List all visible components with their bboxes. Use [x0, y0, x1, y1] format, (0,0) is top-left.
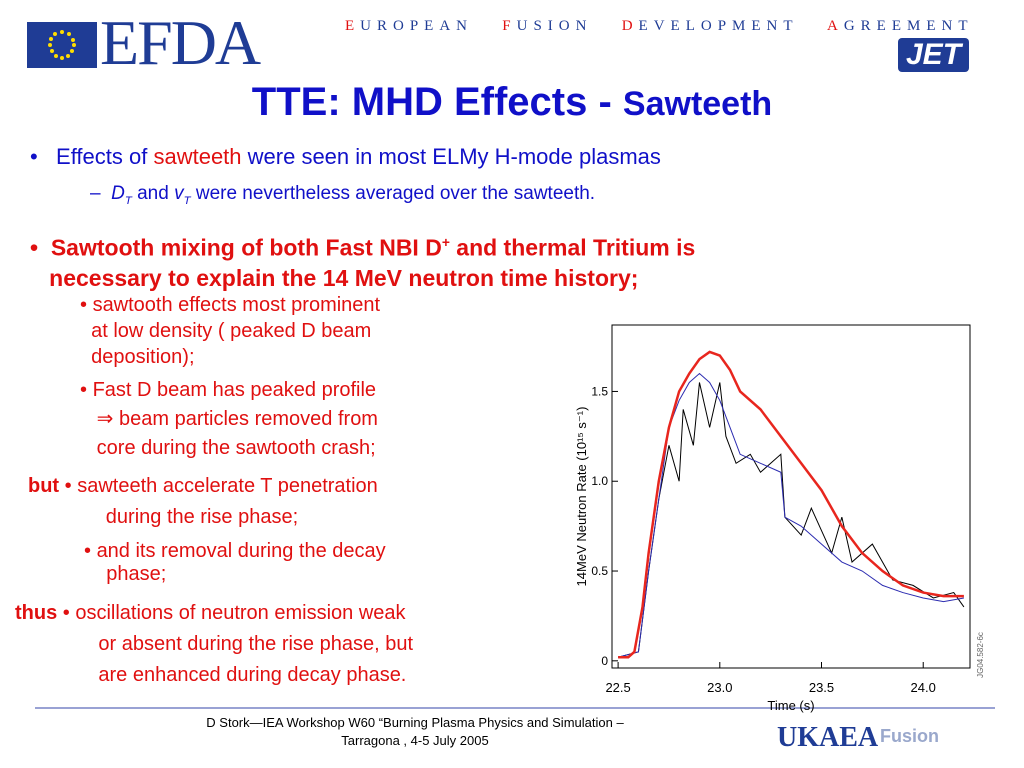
efda-logo: EFDA: [100, 7, 261, 78]
x-axis-label: Time (s): [767, 698, 814, 713]
text: were nevertheless averaged over the sawt…: [190, 183, 596, 204]
tagline-initial: D: [621, 18, 639, 34]
tagline-word: UROPEAN: [360, 18, 474, 34]
text: deposition);: [91, 346, 195, 368]
fusion-logo: Fusion: [880, 726, 939, 746]
tagline-word: EVELOPMENT: [638, 18, 799, 34]
text: T: [183, 194, 191, 207]
text: D: [111, 183, 125, 204]
text: core during the sawtooth crash;: [96, 437, 376, 459]
tagline-initial: E: [345, 18, 361, 34]
sub-bullet: but • sawteeth accelerate T penetration …: [28, 475, 378, 528]
bullet: • Sawtooth mixing of both Fast NBI D+ an…: [30, 234, 696, 291]
side-label: JG04.582-6c: [976, 632, 985, 678]
sub-bullet: – DT and vT were nevertheless averaged o…: [90, 183, 596, 207]
tagline-word: USION: [516, 18, 593, 34]
eu-flag: [27, 22, 97, 68]
text: Sawtooth mixing of both Fast NBI D: [50, 234, 442, 261]
x-tick-label: 24.0: [911, 680, 936, 695]
slide-title: TTE: MHD Effects - Sawteeth: [0, 80, 1024, 125]
text: oscillations of neutron emission weak: [75, 602, 406, 624]
ukaea-logo: UKAEA: [777, 722, 879, 753]
text: D Stork—IEA Workshop W60 “Burning Plasma…: [206, 715, 624, 730]
text: or absent during the rise phase, but: [98, 633, 414, 655]
bullet: • Effects of sawteeth were seen in most …: [30, 144, 661, 169]
text: sawtooth effects most prominent: [92, 294, 381, 316]
x-tick-label: 23.0: [707, 680, 732, 695]
text: during the rise phase;: [105, 506, 299, 528]
series-line: [617, 382, 965, 658]
text: Tarragona , 4-5 July 2005: [341, 733, 489, 748]
text: v: [174, 183, 184, 204]
text: were seen in most ELMy H-mode plasmas: [241, 144, 661, 169]
text: thus: [15, 602, 58, 624]
text: T: [124, 194, 132, 207]
eu-stars: [48, 30, 76, 60]
sub-bullet: thus • oscillations of neutron emission …: [15, 602, 414, 686]
text: +: [441, 235, 450, 250]
sub-bullet: • and its removal during the decay phase…: [84, 540, 386, 585]
series-line: [618, 350, 964, 659]
text: sawteeth accelerate T penetration: [77, 475, 378, 497]
y-tick-label: 1.5: [591, 384, 608, 398]
text: sawteeth: [153, 144, 242, 169]
sub-bullet: • sawtooth effects most prominent at low…: [80, 294, 381, 368]
text: and thermal Tritium is: [449, 234, 696, 261]
text: and its removal during the decay: [96, 540, 386, 562]
series-line: [617, 372, 964, 658]
text: necessary to explain the 14 MeV neutron …: [49, 264, 639, 291]
y-tick-label: 1.0: [591, 474, 608, 488]
title-sub: Sawteeth: [622, 85, 773, 123]
x-tick-label: 22.5: [605, 680, 630, 695]
tagline: EUROPEAN FUSION DEVELOPMENT AGREEMENT: [345, 18, 974, 35]
text: Fast D beam has peaked profile: [92, 379, 377, 401]
y-axis-label: 14MeV Neutron Rate (10¹⁵ s⁻¹): [574, 407, 589, 587]
text: ⇒ beam particles removed from: [96, 408, 378, 430]
plot-frame: [611, 324, 971, 669]
tagline-word: GREEMENT: [843, 18, 974, 34]
jet-logo: JET: [898, 38, 970, 72]
sub-bullet: • Fast D beam has peaked profile ⇒ beam …: [80, 379, 378, 459]
footer: D Stork—IEA Workshop W60 “Burning Plasma…: [130, 714, 700, 750]
title-main: TTE: MHD Effects -: [251, 80, 623, 124]
text: are enhanced during decay phase.: [98, 664, 407, 686]
text: at low density ( peaked D beam: [91, 320, 372, 342]
y-tick-label: 0.5: [591, 564, 608, 578]
y-tick-label: 0: [601, 654, 608, 668]
text: phase;: [106, 563, 167, 585]
tagline-initial: A: [826, 18, 844, 34]
text: but: [28, 475, 60, 497]
text: and: [131, 183, 175, 204]
x-tick-label: 23.5: [809, 680, 834, 695]
tagline-initial: F: [502, 18, 517, 34]
text: Effects of: [56, 144, 154, 169]
chart: 22.5 23.0 23.5 24.0 0 0.5 1.0 1.5 Time (s) 14MeV …: [574, 324, 985, 713]
